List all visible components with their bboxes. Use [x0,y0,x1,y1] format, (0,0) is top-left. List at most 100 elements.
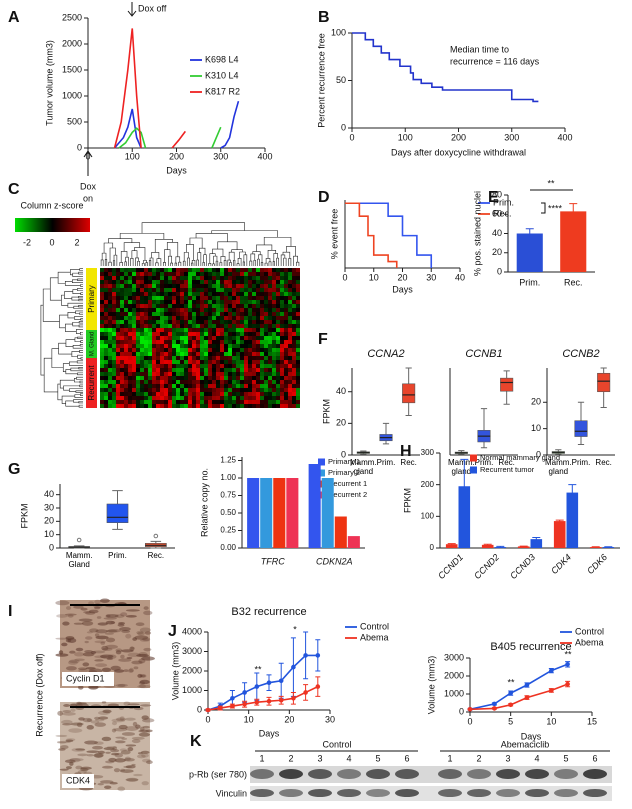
heat-cell [156,316,160,320]
texture [136,754,146,759]
data-point [508,690,513,696]
heat-cell [104,336,108,340]
heat-cell [136,352,140,356]
heat-cell [224,324,228,328]
heat-cell [112,396,116,400]
heat-cell [200,356,204,360]
heat-cell [272,320,276,324]
heat-cell [284,348,288,352]
heat-cell [252,336,256,340]
heat-cell [168,312,172,316]
heat-cell [248,328,252,332]
heat-cell [144,348,148,352]
heat-cell [224,392,228,396]
heat-cell [176,272,180,276]
heat-cell [128,324,132,328]
legend-label: Recurrent 2 [328,490,367,499]
heat-cell [268,276,272,280]
heat-cell [192,336,196,340]
heat-cell [280,280,284,284]
dendrogram [112,260,116,266]
heat-cell [264,296,268,300]
heat-cell [268,376,272,380]
heat-cell [296,380,300,384]
heat-cell [232,388,236,392]
heat-cell [220,272,224,276]
heat-cell [152,304,156,308]
heat-cell [168,284,172,288]
heat-cell [136,360,140,364]
heat-cell [188,340,192,344]
heat-cell [232,272,236,276]
heat-cell [228,276,232,280]
annotation: **** [548,203,563,213]
x-tick-label: 20 [397,272,407,282]
heat-cell [200,376,204,380]
heat-cell [260,312,264,316]
heat-cell [124,384,128,388]
heat-cell [104,344,108,348]
heat-cell [216,292,220,296]
dendrogram [80,318,83,321]
heat-cell [280,384,284,388]
heat-cell [272,316,276,320]
heat-cell [100,284,104,288]
heat-cell [216,336,220,340]
heat-cell [288,392,292,396]
heat-cell [284,364,288,368]
heat-cell [176,296,180,300]
heat-cell [124,360,128,364]
heat-cell [264,384,268,388]
heat-cell [276,392,280,396]
heat-cell [268,388,272,392]
heat-cell [164,368,168,372]
heat-cell [176,328,180,332]
texture [69,650,76,654]
texture [82,652,95,657]
dendrogram [69,388,83,392]
heat-cell [148,292,152,296]
legend-label: Normal mammary gland [480,453,560,462]
dendrogram [263,236,292,247]
dendrogram [51,348,64,368]
y-tick-label: 0 [536,449,541,459]
heat-cell [260,320,264,324]
texture [94,606,101,610]
heat-cell [164,392,168,396]
heat-cell [196,340,200,344]
heat-cell [200,400,204,404]
heat-cell [256,332,260,336]
heat-cell [296,340,300,344]
heat-cell [288,308,292,312]
heat-cell [228,364,232,368]
box [500,377,514,392]
heat-cell [284,316,288,320]
heat-cell [256,396,260,400]
dendrogram [78,305,83,308]
heat-cell [148,280,152,284]
heat-cell [292,296,296,300]
heat-cell [180,344,184,348]
texture [97,783,104,786]
heat-cell [120,320,124,324]
heat-cell [156,396,160,400]
heat-cell [200,388,204,392]
dendrogram [70,269,80,276]
heat-cell [176,376,180,380]
bar [589,547,602,548]
heat-cell [108,288,112,292]
band [250,789,274,797]
heat-cell [152,352,156,356]
x-tick-label-box: Prim. [572,458,591,467]
heat-cell [168,324,172,328]
heat-cell [292,300,296,304]
heat-cell [296,336,300,340]
band [467,789,491,797]
heat-cell [160,280,164,284]
heat-cell [208,276,212,280]
heat-cell [176,268,180,272]
dendrogram [272,261,275,266]
heat-cell [220,328,224,332]
dendrogram [174,262,178,266]
heat-cell [100,396,104,400]
